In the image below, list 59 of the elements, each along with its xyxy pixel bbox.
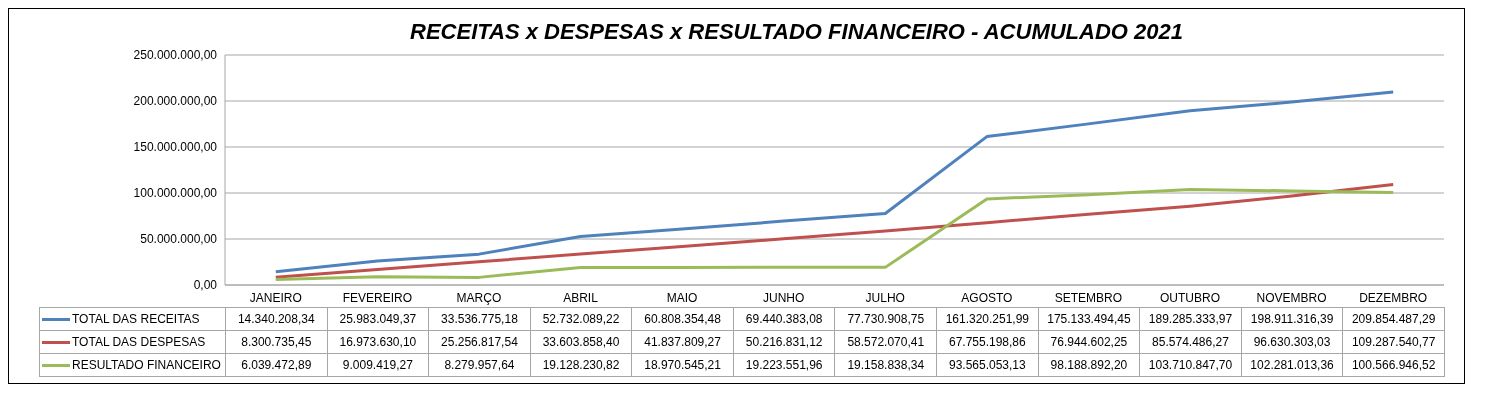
data-label: 76.944.602,25 (1038, 330, 1140, 354)
data-label: 100.566.946,52 (1342, 353, 1445, 377)
data-label: 77.730.908,75 (834, 307, 937, 331)
data-label: 19.223.551,96 (733, 353, 835, 377)
x-tick-label: JULHO (865, 290, 905, 305)
data-label: 69.440.383,08 (733, 307, 835, 331)
data-label: 58.572.070,41 (834, 330, 937, 354)
x-tick-label: JUNHO (763, 290, 805, 305)
y-tick-label: 200.000.000,00 (133, 94, 218, 109)
legend-label: TOTAL DAS RECEITAS (72, 312, 200, 326)
y-tick-label: 0,00 (193, 278, 218, 293)
data-label: 9.009.419,27 (327, 353, 429, 377)
data-label: 109.287.540,77 (1342, 330, 1445, 354)
x-tick-label: MAIO (666, 290, 698, 305)
data-label: 41.837.809,27 (631, 330, 734, 354)
data-label: 93.565.053,13 (936, 353, 1039, 377)
data-label: 14.340.208,34 (225, 307, 328, 331)
data-label: 33.536.775,18 (428, 307, 531, 331)
data-label: 189.285.333,97 (1139, 307, 1242, 331)
x-tick-label: FEVEREIRO (342, 290, 413, 305)
data-label: 161.320.251,99 (936, 307, 1039, 331)
y-tick-label: 250.000.000,00 (133, 48, 218, 63)
x-tick-label: ABRIL (563, 290, 599, 305)
data-label: 60.808.354,48 (631, 307, 734, 331)
x-tick-label: OUTUBRO (1160, 290, 1221, 305)
data-label: 198.911.316,39 (1241, 307, 1343, 331)
data-label: 175.133.494,45 (1038, 307, 1140, 331)
line-series (274, 90, 1395, 274)
data-label: 102.281.013,36 (1241, 353, 1343, 377)
data-label: 50.216.831,12 (733, 330, 835, 354)
data-label: 6.039.472,89 (225, 353, 328, 377)
data-label: 25.983.049,37 (327, 307, 429, 331)
x-tick-label: MARÇO (456, 290, 502, 305)
data-label: 8.300.735,45 (225, 330, 328, 354)
legend-label: TOTAL DAS DESPESAS (72, 335, 206, 349)
y-tick-label: 150.000.000,00 (133, 140, 218, 155)
data-label: 8.279.957,64 (428, 353, 531, 377)
x-tick-label: SETEMBRO (1054, 290, 1123, 305)
x-tick-label: JANEIRO (249, 290, 302, 305)
data-label: 25.256.817,54 (428, 330, 531, 354)
data-label: 19.128.230,82 (530, 353, 632, 377)
x-tick-label: AGOSTO (961, 290, 1013, 305)
data-label: 209.854.487,29 (1342, 307, 1445, 331)
legend-label: RESULTADO FINANCEIRO (72, 358, 221, 372)
x-tick-label: DEZEMBRO (1359, 290, 1428, 305)
data-label: 19.158.838,34 (834, 353, 937, 377)
data-label: 33.603.858,40 (530, 330, 632, 354)
data-label: 98.188.892,20 (1038, 353, 1140, 377)
data-label: 85.574.486,27 (1139, 330, 1242, 354)
data-label: 103.710.847,70 (1139, 353, 1242, 377)
data-label: 52.732.089,22 (530, 307, 632, 331)
data-label: 16.973.630,10 (327, 330, 429, 354)
data-label: 18.970.545,21 (631, 353, 734, 377)
x-tick-label: NOVEMBRO (1256, 290, 1327, 305)
chart-title: RECEITAS x DESPESAS x RESULTADO FINANCEIRO - ACUMULADO 2021 (409, 18, 1184, 45)
data-label: 96.630.303,03 (1241, 330, 1343, 354)
y-tick-label: 100.000.000,00 (133, 186, 218, 201)
y-tick-label: 50.000.000,00 (140, 232, 218, 247)
data-label: 67.755.198,86 (936, 330, 1039, 354)
